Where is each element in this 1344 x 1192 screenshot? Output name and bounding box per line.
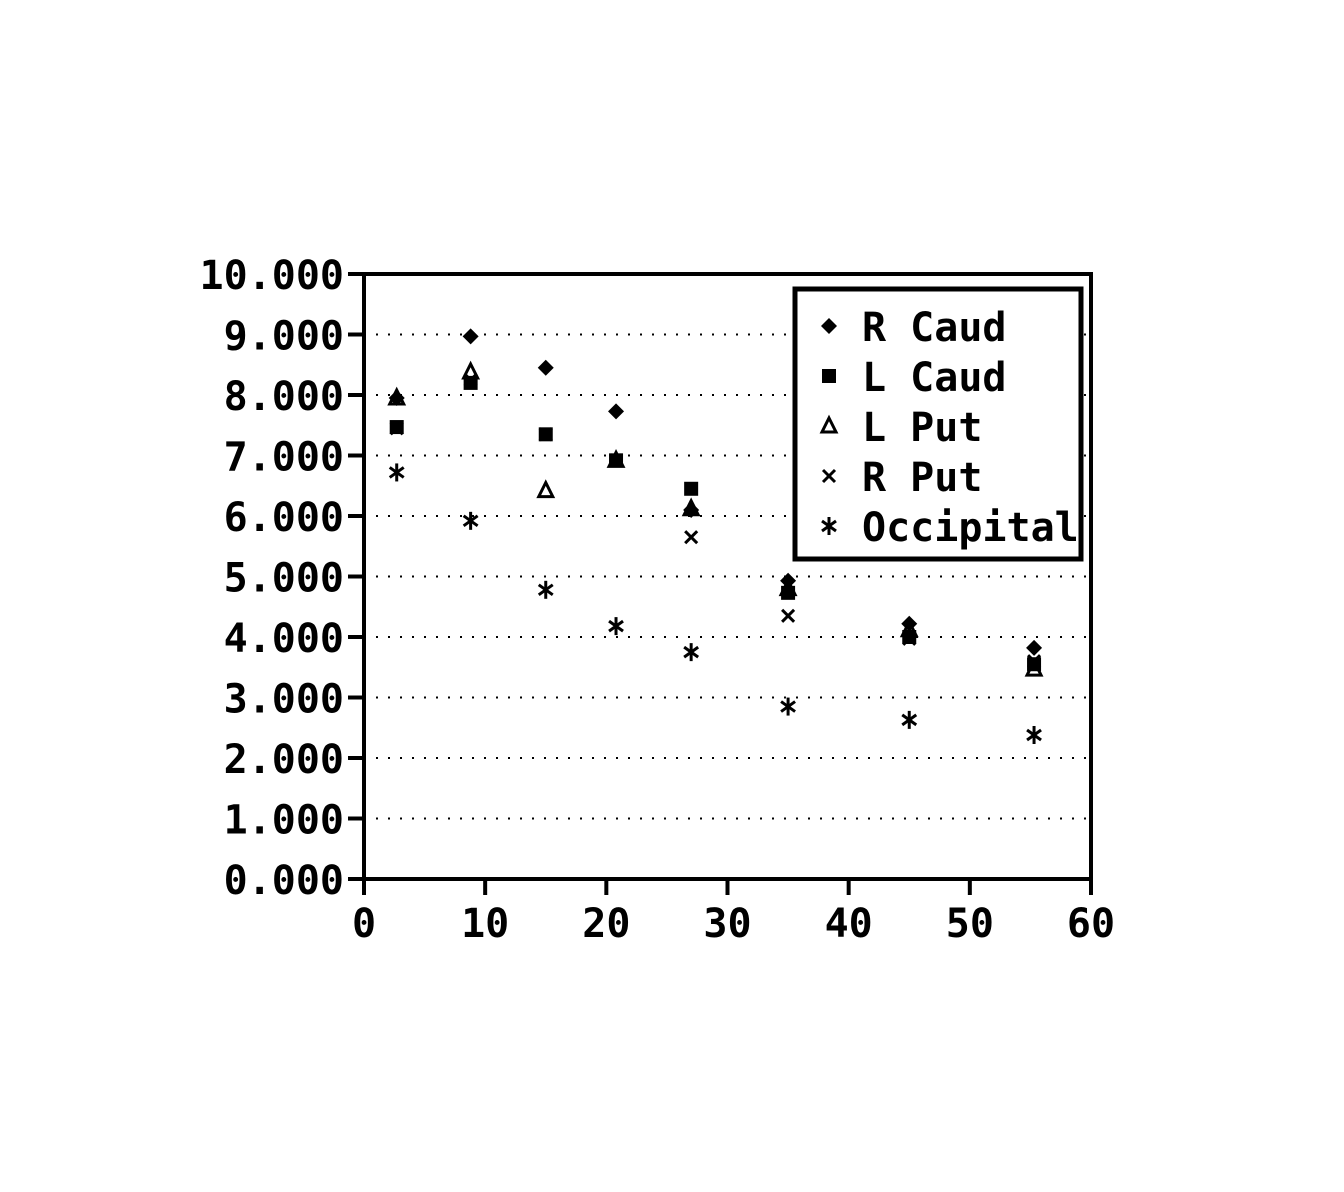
x-tick-label-4: 40 [825, 901, 873, 947]
y-tick-label-3: 3.000 [224, 677, 344, 723]
point-occipital-0 [390, 463, 404, 481]
y-tick-label-0: 0.000 [224, 858, 344, 904]
x-tick-label-0: 0 [352, 901, 376, 947]
y-tick-label-7: 7.000 [224, 435, 344, 481]
y-tick-label-2: 2.000 [224, 737, 344, 783]
point-r-caud-2 [538, 360, 554, 376]
y-tick-label-9: 9.000 [224, 314, 344, 360]
legend-label-l-caud: L Caud [862, 355, 1007, 401]
y-tick-label-5: 5.000 [224, 556, 344, 602]
x-tick-label-5: 50 [946, 901, 994, 947]
point-r-put-5 [782, 610, 794, 622]
legend: R CaudL CaudL PutR PutOccipital [795, 289, 1081, 559]
point-occipital-1 [464, 512, 478, 530]
legend-label-r-caud: R Caud [862, 305, 1007, 351]
point-occipital-7 [1027, 726, 1041, 744]
point-occipital-3 [609, 617, 623, 635]
point-occipital-2 [539, 581, 553, 599]
point-r-caud-3 [608, 403, 624, 419]
x-tick-label-3: 30 [703, 901, 751, 947]
y-tick-label-8: 8.000 [224, 374, 344, 420]
legend-label-l-put: L Put [862, 405, 982, 451]
legend-label-occipital: Occipital [862, 505, 1079, 551]
point-l-put-2 [539, 483, 553, 497]
legend-label-r-put: R Put [862, 455, 982, 501]
point-r-put-4 [685, 531, 697, 543]
y-tick-label-4: 4.000 [224, 616, 344, 662]
point-occipital-6 [902, 711, 916, 729]
y-tick-label-6: 6.000 [224, 495, 344, 541]
point-l-caud-4 [684, 482, 698, 496]
x-tick-label-2: 20 [582, 901, 630, 947]
legend-marker-l-caud [822, 369, 836, 383]
y-tick-label-10: 10.000 [200, 253, 345, 299]
x-tick-label-6: 60 [1067, 901, 1115, 947]
x-tick-label-1: 10 [461, 901, 509, 947]
point-r-caud-7 [1026, 640, 1042, 656]
point-r-caud-1 [463, 328, 479, 344]
y-tick-label-1: 1.000 [224, 798, 344, 844]
point-occipital-5 [781, 698, 795, 716]
point-occipital-4 [684, 643, 698, 661]
